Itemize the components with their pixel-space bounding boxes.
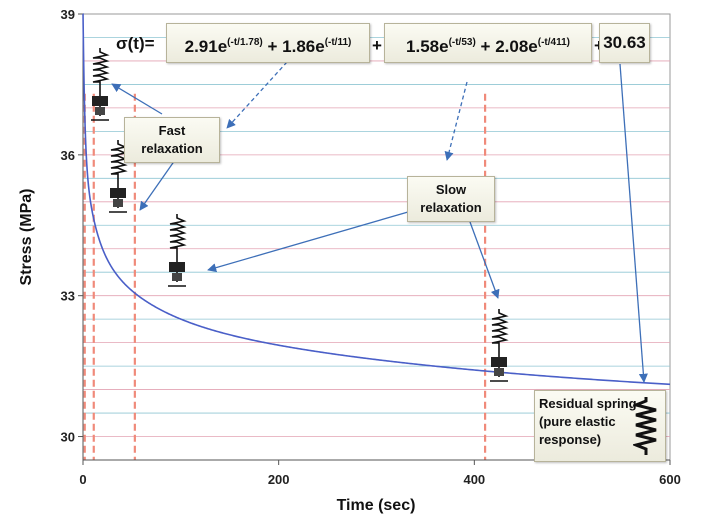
term-3: 1.58e(-t/53) (406, 37, 476, 56)
maxwell-element-icon (109, 140, 128, 213)
dashpot-icon (110, 188, 126, 198)
slow-relaxation-label: Slow relaxation (407, 176, 495, 222)
equation-box-2: 1.58e(-t/53) + 2.08e(-t/411) (384, 23, 592, 63)
data-series (82, 13, 671, 386)
plus-sign: + (480, 37, 491, 56)
y-tick-label: 39 (61, 7, 75, 22)
annotation-arrow (139, 159, 176, 211)
stress-curve (82, 13, 671, 386)
term-2: 1.86e(-t/11) (282, 37, 352, 56)
equation-constant-box: 30.63 (599, 23, 650, 63)
residual-line-3: response) (539, 432, 602, 447)
x-tick-label: 400 (463, 472, 485, 487)
maxwell-element-icon (91, 48, 110, 121)
dashpot-piston-icon (172, 273, 182, 281)
maxwell-element-icon (490, 309, 509, 382)
y-tick-label: 33 (61, 289, 75, 304)
dashpot-piston-icon (95, 107, 105, 115)
x-tick-label: 600 (659, 472, 681, 487)
annotation-arrows (111, 61, 648, 383)
spring-icon (491, 309, 509, 347)
annotation-arrow (111, 83, 163, 115)
residual-spring-label: Residual spring (pure elastic response) (534, 390, 666, 462)
dashpot-icon (169, 262, 185, 272)
y-tick-label: 30 (61, 430, 75, 445)
maxwell-element-icon (168, 214, 187, 287)
slow-line-1: Slow (435, 182, 467, 197)
equation-constant: 30.63 (603, 33, 646, 52)
slow-line-2: relaxation (420, 200, 482, 215)
annotation-arrow (619, 63, 648, 383)
maxwell-elements (91, 48, 509, 382)
annotation-arrow (226, 61, 288, 129)
y-axis-title: Stress (MPa) (18, 189, 35, 286)
dashpot-piston-icon (113, 199, 123, 207)
y-tick-label: 36 (61, 148, 75, 163)
dashpot-icon (491, 357, 507, 367)
annotation-arrow (207, 211, 409, 273)
residual-line-2: (pure elastic (539, 414, 616, 429)
term-1: 2.91e(-t/1.78) (184, 37, 263, 56)
residual-spring-icon (633, 397, 657, 455)
x-axis-title: Time (sec) (337, 497, 416, 514)
fast-line-2: relaxation (141, 141, 203, 156)
residual-line-1: Residual spring (539, 396, 637, 411)
spring-icon (169, 214, 187, 252)
plus-sign: + (372, 36, 382, 55)
x-tick-label: 200 (268, 472, 290, 487)
plus-sign: + (594, 36, 604, 56)
equation-prefix: σ(t)= (116, 34, 155, 53)
fast-line-1: Fast (158, 123, 186, 138)
dashpot-piston-icon (494, 368, 504, 376)
annotation-arrow (469, 221, 500, 299)
dashpot-icon (92, 96, 108, 106)
spring-icon (110, 140, 128, 178)
term-4: 2.08e(-t/411) (495, 37, 570, 56)
plus-sign: + (267, 37, 278, 56)
spring-icon (92, 48, 110, 86)
fast-relaxation-label: Fast relaxation (124, 117, 220, 163)
x-tick-label: 0 (79, 472, 86, 487)
equation-box-1: 2.91e(-t/1.78) + 1.86e(-t/11) (166, 23, 370, 63)
